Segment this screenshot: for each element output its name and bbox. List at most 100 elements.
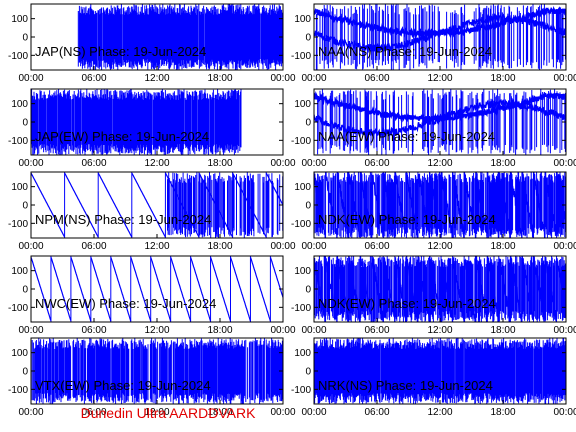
y-tick-label: 0: [305, 201, 311, 212]
y-tick-label: -100: [8, 219, 28, 230]
chart-title: JAP(NS) Phase: 19-Jun-2024: [35, 44, 206, 59]
x-tick-label: 18:00: [207, 325, 232, 336]
x-tick-label: 18:00: [207, 73, 232, 84]
x-tick-label: 00:00: [553, 407, 576, 418]
phase-chart-panel: 100 0 -100 00:00 06:00 12:00 18:00 00:00 JAP(NS)…: [8, 3, 296, 84]
y-tick-label: 100: [294, 14, 311, 25]
chart-title: VTX(EW) Phase: 19-Jun-2024: [35, 378, 211, 393]
x-tick-label: 12:00: [427, 407, 452, 418]
x-tick-label: 18:00: [490, 73, 515, 84]
x-tick-label: 00:00: [553, 241, 576, 252]
x-tick-label: 00:00: [270, 325, 295, 336]
x-tick-label: 00:00: [18, 407, 43, 418]
x-tick-label: 00:00: [270, 407, 295, 418]
x-tick-label: 00:00: [553, 158, 576, 169]
x-tick-label: 18:00: [207, 158, 232, 169]
x-tick-label: 00:00: [18, 241, 43, 252]
footer-title: Dunedin Ultra AARDDVARK: [81, 405, 256, 421]
x-tick-label: 18:00: [207, 407, 232, 418]
phase-chart-panel: 100 0 -100 00:00 06:00 12:00 18:00 00:00 NDK(EW)…: [291, 171, 576, 252]
y-tick-label: -100: [291, 385, 311, 396]
y-tick-label: 0: [22, 118, 28, 129]
y-tick-label: 0: [22, 201, 28, 212]
phase-trace: [31, 256, 283, 322]
plot-frame: [30, 255, 284, 323]
chart-title: NAA(EW) Phase: 19-Jun-2024: [318, 129, 495, 144]
y-tick-label: -100: [8, 51, 28, 62]
x-tick-label: 00:00: [301, 407, 326, 418]
chart-title: NRK(NS) Phase: 19-Jun-2024: [318, 378, 493, 393]
y-tick-label: 0: [22, 285, 28, 296]
y-tick-label: 100: [294, 182, 311, 193]
phase-chart-panel: 100 0 -100 00:00 06:00 12:00 18:00 00:00 VTX(EW)…: [8, 337, 296, 418]
y-tick-label: 0: [22, 367, 28, 378]
y-tick-label: 100: [294, 348, 311, 359]
y-tick-label: -100: [291, 136, 311, 147]
phase-trace: [314, 89, 566, 155]
phase-chart-panel: 100 0 -100 00:00 06:00 12:00 18:00 00:00 NRK(NS)…: [291, 337, 576, 418]
phase-chart-panel: 100 0 -100 00:00 06:00 12:00 18:00 00:00 JAP(EW)…: [8, 88, 296, 169]
phase-trace: [314, 172, 566, 238]
x-tick-label: 18:00: [490, 241, 515, 252]
chart-title: NDK(EW) Phase: 19-Jun-2024: [318, 212, 496, 227]
y-tick-label: 0: [305, 118, 311, 129]
x-tick-label: 00:00: [553, 325, 576, 336]
chart-title: NDK(EW) Phase: 19-Jun-2024: [318, 296, 496, 311]
x-tick-label: 00:00: [301, 158, 326, 169]
x-tick-label: 00:00: [553, 73, 576, 84]
x-tick-label: 12:00: [144, 241, 169, 252]
y-tick-label: 0: [305, 285, 311, 296]
x-tick-label: 12:00: [144, 73, 169, 84]
x-tick-label: 12:00: [144, 407, 169, 418]
chart-title: NPM(NS) Phase: 19-Jun-2024: [35, 212, 211, 227]
x-tick-label: 00:00: [18, 158, 43, 169]
x-tick-label: 06:00: [81, 325, 106, 336]
phase-trace: [31, 89, 242, 155]
x-tick-label: 00:00: [270, 241, 295, 252]
x-tick-label: 06:00: [81, 73, 106, 84]
x-tick-label: 06:00: [364, 241, 389, 252]
phase-trace: [31, 338, 283, 404]
x-tick-label: 06:00: [81, 158, 106, 169]
y-tick-label: 0: [305, 367, 311, 378]
x-tick-label: 06:00: [81, 241, 106, 252]
x-tick-label: 12:00: [427, 241, 452, 252]
y-tick-label: -100: [8, 385, 28, 396]
x-tick-label: 18:00: [490, 158, 515, 169]
y-tick-label: 100: [11, 266, 28, 277]
x-tick-label: 06:00: [364, 407, 389, 418]
phase-chart-panel: 100 0 -100 00:00 06:00 12:00 18:00 00:00 NAA(NS)…: [291, 3, 576, 84]
y-tick-label: -100: [291, 219, 311, 230]
phase-trace: [31, 172, 283, 238]
x-tick-label: 12:00: [427, 73, 452, 84]
y-tick-label: -100: [8, 136, 28, 147]
y-tick-label: -100: [291, 303, 311, 314]
y-tick-label: 100: [11, 14, 28, 25]
y-tick-label: -100: [8, 303, 28, 314]
x-tick-label: 12:00: [427, 325, 452, 336]
phase-trace: [314, 256, 566, 322]
x-tick-label: 06:00: [364, 73, 389, 84]
y-tick-label: 100: [294, 266, 311, 277]
phase-chart-panel: 100 0 -100 00:00 06:00 12:00 18:00 00:00 NDK(EW)…: [291, 255, 576, 336]
y-tick-label: 100: [294, 99, 311, 110]
x-tick-label: 12:00: [144, 158, 169, 169]
phase-trace: [77, 4, 283, 70]
phase-trace: [314, 338, 566, 404]
chart-title: NWC(EW) Phase: 19-Jun-2024: [35, 296, 216, 311]
x-tick-label: 00:00: [301, 73, 326, 84]
x-tick-label: 18:00: [207, 241, 232, 252]
phase-trace: [314, 4, 566, 70]
x-tick-label: 06:00: [364, 158, 389, 169]
x-tick-label: 00:00: [18, 73, 43, 84]
y-tick-label: 0: [305, 33, 311, 44]
x-tick-label: 00:00: [18, 325, 43, 336]
x-tick-label: 00:00: [301, 325, 326, 336]
y-tick-label: 100: [11, 348, 28, 359]
x-tick-label: 18:00: [490, 325, 515, 336]
y-tick-label: 100: [11, 182, 28, 193]
x-tick-label: 12:00: [427, 158, 452, 169]
phase-chart-panel: 100 0 -100 00:00 06:00 12:00 18:00 00:00 NPM(NS)…: [8, 171, 296, 252]
y-tick-label: -100: [291, 51, 311, 62]
